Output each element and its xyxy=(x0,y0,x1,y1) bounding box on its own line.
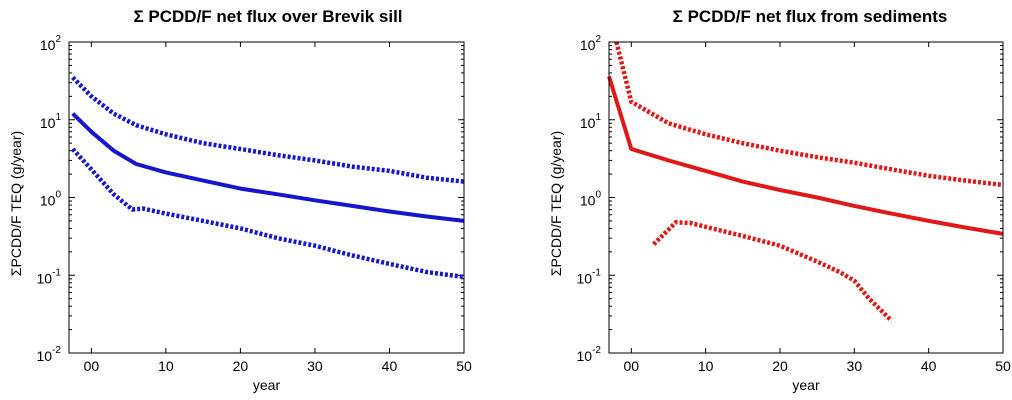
chart-right-series-2-dotted-line xyxy=(652,220,894,323)
chart-left-xlabel: year xyxy=(253,377,281,393)
chart-right-xlabel: year xyxy=(792,377,820,393)
chart-left-x-tick-label: 00 xyxy=(84,358,100,374)
chart-left-ylabel: ΣPCDD/F TEQ (g/year) xyxy=(8,131,24,276)
chart-right-x-tick-label: 10 xyxy=(698,358,714,374)
chart-left-y-tick-label: 100 xyxy=(40,190,62,209)
chart-right-lines xyxy=(607,41,1004,323)
chart-left-x-tick-label: 50 xyxy=(456,358,472,374)
chart-left-x-tick-label: 40 xyxy=(382,358,398,374)
chart-left-y-tick-label: 10-2 xyxy=(37,345,62,364)
chart-left-series-1-solid-line xyxy=(71,112,465,223)
chart-left-y-tick-label: 10-1 xyxy=(37,267,62,286)
chart-right-y-tick-label: 100 xyxy=(580,190,602,209)
chart-left-frame xyxy=(68,41,465,354)
chart-left-panel: Σ PCDD/F net flux over Brevik sill year … xyxy=(8,7,472,393)
chart-right-x-tick-label: 40 xyxy=(921,358,937,374)
chart-right-y-tick-label: 10-2 xyxy=(577,345,602,364)
chart-left-title: Σ PCDD/F net flux over Brevik sill xyxy=(133,7,402,26)
chart-right-panel: Σ PCDD/F net flux from sediments year ΣP… xyxy=(548,7,1011,393)
chart-left-lines xyxy=(71,75,465,280)
chart-right-x-tick-label: 20 xyxy=(772,358,788,374)
chart-right-y-tick-label: 101 xyxy=(580,112,602,131)
chart-right-ticks: 00 10 20 30 40 50 10-2 10-1 100 101 102 xyxy=(577,34,1011,374)
chart-right-y-tick-label: 10-1 xyxy=(577,267,602,286)
chart-right-frame xyxy=(608,41,1004,354)
chart-right-ylabel: ΣPCDD/F TEQ (g/year) xyxy=(548,131,564,276)
chart-left-series-2-dotted-line xyxy=(71,147,465,280)
chart-left-x-tick-label: 30 xyxy=(307,358,323,374)
chart-right-x-tick-label: 30 xyxy=(847,358,863,374)
chart-left-y-tick-label: 102 xyxy=(40,34,62,53)
chart-right-y-tick-label: 102 xyxy=(580,34,602,53)
chart-right-series-1-solid-line xyxy=(607,75,1004,236)
chart-left-series-0-dotted-line xyxy=(71,75,465,184)
chart-left-x-tick-label: 10 xyxy=(158,358,174,374)
chart-left-y-tick-label: 101 xyxy=(40,112,62,131)
chart-left-ticks: 00 10 20 30 40 50 10-2 10-1 100 101 102 xyxy=(37,34,472,374)
chart-right-x-tick-label: 50 xyxy=(995,358,1011,374)
chart-right-series-0-dotted-line xyxy=(614,41,1004,188)
chart-right-title: Σ PCDD/F net flux from sediments xyxy=(673,7,948,26)
chart-left-x-tick-label: 20 xyxy=(233,358,249,374)
chart-right-x-tick-label: 00 xyxy=(624,358,640,374)
